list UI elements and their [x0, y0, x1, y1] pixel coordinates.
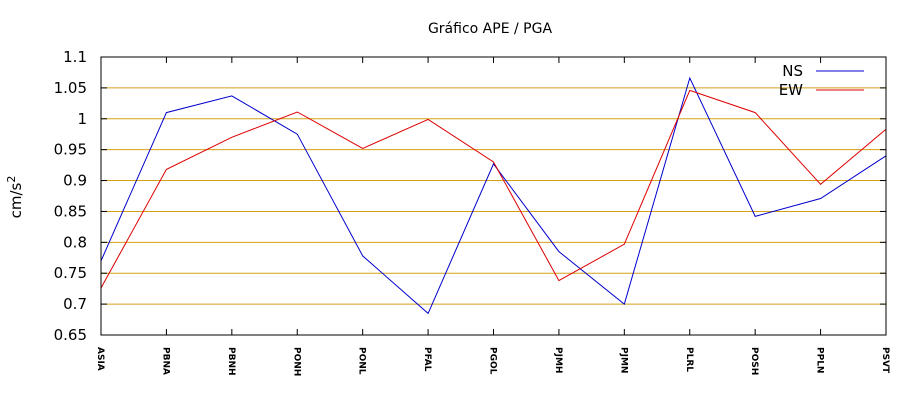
x-tick-label: POSH — [749, 347, 759, 375]
x-tick-labels: ASIA PBNA PBNH PONH PONL PFAL PGOL PJMH PJMN PLRL… — [95, 57, 890, 376]
y-axis-label-exponent: 2 — [5, 176, 18, 183]
y-axis-label-text: cm/s — [7, 182, 25, 218]
y-axis-label: cm/s2 — [5, 176, 25, 219]
y-tick-label: 0.95 — [54, 141, 87, 159]
x-tick-label: PONL — [357, 347, 367, 375]
series-line-ns — [100, 76, 887, 315]
x-tick-label: PPLN — [815, 347, 825, 373]
y-tick-label: 1 — [77, 110, 87, 128]
series-layer — [100, 76, 887, 315]
y-tick-label: 0.7 — [63, 295, 87, 313]
y-tick-label: 1.05 — [54, 79, 87, 97]
y-tick-label: 0.8 — [63, 233, 87, 251]
x-tick-label: PSVT — [880, 347, 890, 374]
y-tick-labels: 1.1 1.05 1 0.95 0.9 0.85 0.8 0.75 0.7 0.65 — [54, 48, 886, 344]
x-tick-label: PBNH — [226, 347, 236, 376]
plot-frame — [100, 56, 887, 336]
svg-text:cm/s2: cm/s2 — [5, 176, 25, 219]
x-tick-label: PJMH — [553, 347, 563, 373]
x-tick-label: PONH — [291, 347, 301, 376]
y-tick-label: 0.75 — [54, 264, 87, 282]
chart-title: Gráfico APE / PGA — [428, 21, 552, 37]
y-tick-label: 0.85 — [54, 202, 87, 220]
grid-layer — [101, 87, 886, 305]
x-tick-label: PLRL — [684, 347, 694, 372]
x-tick-label: ASIA — [95, 347, 105, 371]
x-tick-label: PGOL — [488, 347, 498, 375]
y-tick-label: 0.9 — [63, 172, 87, 190]
y-tick-label: 1.1 — [63, 48, 87, 66]
legend-label: EW — [779, 81, 803, 99]
x-tick-label: PJMN — [618, 347, 628, 373]
x-tick-label: PBNA — [160, 347, 170, 375]
y-tick-label: 0.65 — [54, 326, 87, 344]
legend-label: NS — [782, 62, 803, 80]
x-tick-label: PFAL — [422, 347, 432, 372]
series-line-ew — [100, 89, 887, 289]
